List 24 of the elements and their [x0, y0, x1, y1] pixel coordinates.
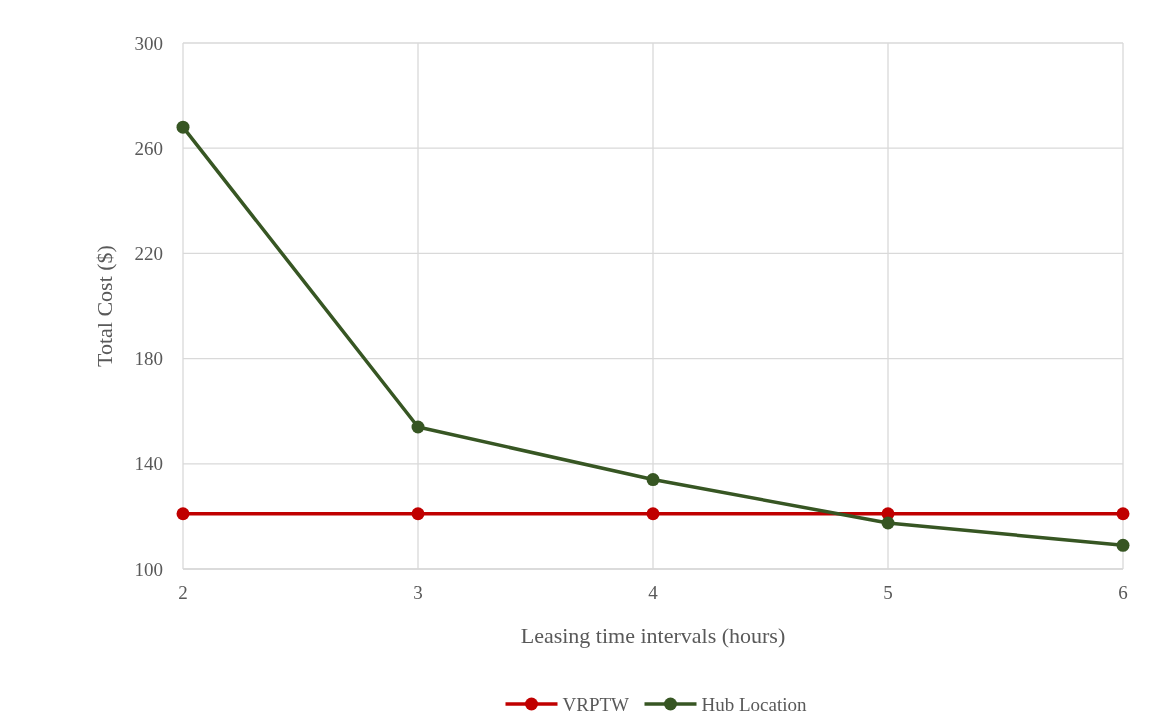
point	[646, 473, 660, 487]
point	[646, 507, 660, 521]
point	[411, 507, 425, 521]
x-tick-label: 3	[413, 582, 423, 603]
y-tick-label: 300	[134, 32, 163, 54]
point	[1116, 507, 1130, 521]
legend-label: Hub Location	[701, 693, 807, 715]
point	[176, 120, 190, 134]
y-axis-title: Total Cost ($)	[92, 245, 117, 367]
x-tick-label: 4	[648, 582, 659, 603]
x-tick-label: 2	[178, 582, 188, 603]
y-tick-label: 260	[134, 137, 163, 159]
x-axis-title: Leasing time intervals (hours)	[520, 623, 786, 648]
point	[1116, 538, 1130, 552]
point	[881, 516, 895, 530]
x-tick-label: 5	[883, 582, 893, 603]
point	[411, 420, 425, 434]
y-tick-label: 100	[134, 558, 163, 580]
point	[176, 507, 190, 521]
y-tick-label: 180	[134, 348, 163, 370]
x-tick-label: 6	[1118, 582, 1128, 603]
y-tick-label: 140	[134, 453, 163, 475]
y-tick-label: 220	[134, 243, 163, 265]
legend-label: VRPTW	[562, 693, 630, 715]
